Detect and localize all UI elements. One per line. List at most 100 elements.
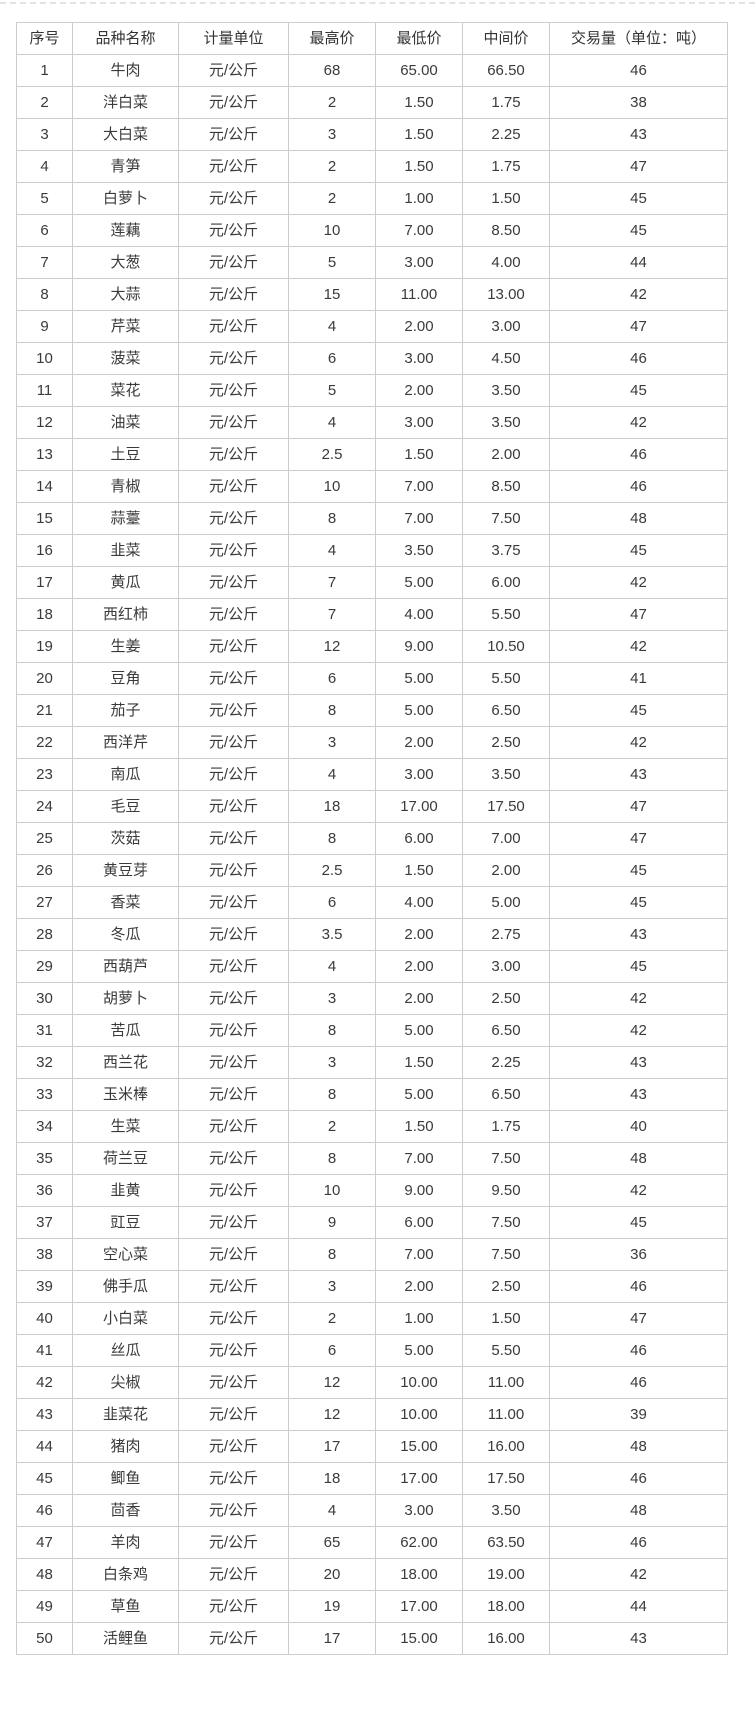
table-cell: 2.00 (375, 374, 463, 407)
table-cell: 47 (549, 310, 728, 343)
table-cell: 7.00 (375, 214, 463, 247)
table-row: 32 西兰花 元/公斤 3 1.50 2.25 43 (16, 1046, 728, 1079)
table-cell: 11 (16, 374, 73, 407)
table-row: 39 佛手瓜 元/公斤 3 2.00 2.50 46 (16, 1270, 728, 1303)
column-header-2: 计量单位 (178, 22, 289, 55)
table-cell: 17.50 (462, 790, 550, 823)
table-cell: 元/公斤 (178, 1238, 289, 1271)
table-cell: 元/公斤 (178, 1174, 289, 1207)
table-cell: 19 (288, 1590, 376, 1623)
table-cell: 元/公斤 (178, 470, 289, 503)
table-cell: 莲藕 (72, 214, 179, 247)
table-cell: 2.00 (462, 438, 550, 471)
table-cell: 42 (549, 406, 728, 439)
table-cell: 42 (16, 1366, 73, 1399)
table-cell: 菠菜 (72, 342, 179, 375)
table-cell: 1.50 (375, 1110, 463, 1143)
table-cell: 豇豆 (72, 1206, 179, 1239)
table-cell: 41 (16, 1334, 73, 1367)
table-cell: 元/公斤 (178, 1430, 289, 1463)
table-cell: 尖椒 (72, 1366, 179, 1399)
table-cell: 白萝卜 (72, 182, 179, 215)
table-cell: 元/公斤 (178, 86, 289, 119)
table-cell: 元/公斤 (178, 1398, 289, 1431)
table-cell: 66.50 (462, 54, 550, 87)
table-cell: 元/公斤 (178, 1302, 289, 1335)
table-cell: 10.50 (462, 630, 550, 663)
table-row: 5 白萝卜 元/公斤 2 1.00 1.50 45 (16, 182, 728, 215)
table-cell: 5.00 (375, 1014, 463, 1047)
table-cell: 2.00 (375, 950, 463, 983)
table-cell: 元/公斤 (178, 1110, 289, 1143)
table-cell: 黄豆芽 (72, 854, 179, 887)
table-cell: 4 (288, 310, 376, 343)
table-cell: 4.50 (462, 342, 550, 375)
table-cell: 韭黄 (72, 1174, 179, 1207)
table-cell: 12 (288, 1398, 376, 1431)
table-cell: 17.00 (375, 1590, 463, 1623)
table-cell: 1.75 (462, 150, 550, 183)
table-cell: 46 (549, 1462, 728, 1495)
table-cell: 5.00 (375, 1334, 463, 1367)
price-table-container: 序号 品种名称 计量单位 最高价 最低价 中间价 交易量（单位：吨） 1 牛肉 元/公斤 68 65… (16, 22, 728, 1655)
table-row: 26 黄豆芽 元/公斤 2.5 1.50 2.00 45 (16, 854, 728, 887)
table-row: 22 西洋芹 元/公斤 3 2.00 2.50 42 (16, 726, 728, 759)
table-cell: 46 (549, 1334, 728, 1367)
table-cell: 15.00 (375, 1430, 463, 1463)
table-cell: 23 (16, 758, 73, 791)
table-cell: 大白菜 (72, 118, 179, 151)
table-cell: 3.00 (375, 1494, 463, 1527)
table-cell: 45 (549, 534, 728, 567)
table-cell: 17.50 (462, 1462, 550, 1495)
table-row: 43 韭菜花 元/公斤 12 10.00 11.00 39 (16, 1398, 728, 1431)
table-cell: 元/公斤 (178, 406, 289, 439)
table-cell: 黄瓜 (72, 566, 179, 599)
table-cell: 羊肉 (72, 1526, 179, 1559)
table-cell: 元/公斤 (178, 1014, 289, 1047)
table-cell: 7.00 (375, 502, 463, 535)
table-cell: 50 (16, 1622, 73, 1655)
table-row: 31 苦瓜 元/公斤 8 5.00 6.50 42 (16, 1014, 728, 1047)
table-cell: 47 (16, 1526, 73, 1559)
table-cell: 43 (549, 1078, 728, 1111)
table-cell: 46 (549, 1526, 728, 1559)
table-cell: 5 (16, 182, 73, 215)
table-cell: 16 (16, 534, 73, 567)
table-cell: 1.00 (375, 182, 463, 215)
table-cell: 洋白菜 (72, 86, 179, 119)
table-cell: 6 (16, 214, 73, 247)
table-cell: 6 (288, 1334, 376, 1367)
table-cell: 元/公斤 (178, 790, 289, 823)
table-cell: 62.00 (375, 1526, 463, 1559)
table-cell: 45 (549, 950, 728, 983)
table-row: 24 毛豆 元/公斤 18 17.00 17.50 47 (16, 790, 728, 823)
table-cell: 9.00 (375, 630, 463, 663)
table-cell: 元/公斤 (178, 182, 289, 215)
table-cell: 26 (16, 854, 73, 887)
table-cell: 42 (549, 278, 728, 311)
table-cell: 49 (16, 1590, 73, 1623)
table-cell: 48 (549, 1142, 728, 1175)
table-cell: 5.00 (375, 1078, 463, 1111)
table-cell: 3 (288, 1046, 376, 1079)
table-row: 42 尖椒 元/公斤 12 10.00 11.00 46 (16, 1366, 728, 1399)
table-cell: 30 (16, 982, 73, 1015)
table-cell: 4 (288, 1494, 376, 1527)
table-cell: 西兰花 (72, 1046, 179, 1079)
table-cell: 9 (16, 310, 73, 343)
column-header-3: 最高价 (288, 22, 376, 55)
table-cell: 6.00 (375, 1206, 463, 1239)
table-cell: 2.00 (375, 918, 463, 951)
table-row: 9 芹菜 元/公斤 4 2.00 3.00 47 (16, 310, 728, 343)
table-cell: 2.25 (462, 1046, 550, 1079)
table-cell: 6.50 (462, 1078, 550, 1111)
table-cell: 17.00 (375, 790, 463, 823)
table-cell: 元/公斤 (178, 246, 289, 279)
table-cell: 47 (549, 822, 728, 855)
price-table: 序号 品种名称 计量单位 最高价 最低价 中间价 交易量（单位：吨） 1 牛肉 元/公斤 68 65… (16, 22, 728, 1655)
table-cell: 3.00 (462, 950, 550, 983)
table-row: 49 草鱼 元/公斤 19 17.00 18.00 44 (16, 1590, 728, 1623)
table-cell: 1 (16, 54, 73, 87)
table-cell: 元/公斤 (178, 1270, 289, 1303)
